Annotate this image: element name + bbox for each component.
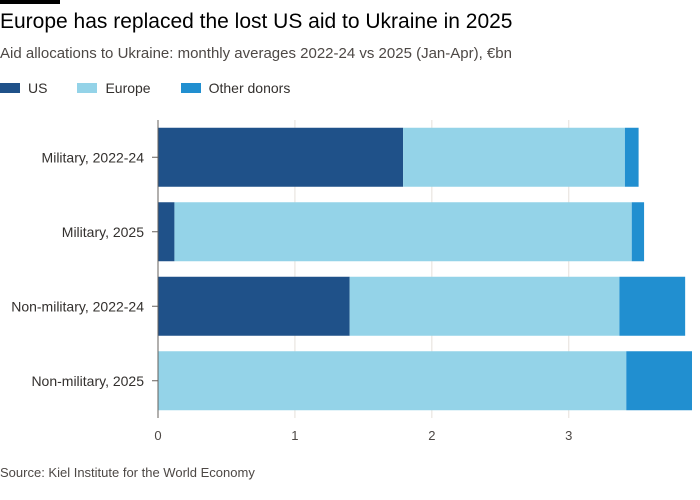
bar-europe-2 xyxy=(349,276,620,336)
bar-europe-1 xyxy=(174,202,632,262)
bar-other-donors-3 xyxy=(626,351,692,411)
legend-label: Europe xyxy=(105,80,151,96)
x-tick-label-1: 1 xyxy=(291,428,298,443)
top-rule xyxy=(0,0,60,4)
bar-us-2 xyxy=(158,276,350,336)
legend-item-us: US xyxy=(0,80,47,96)
y-category-label-3: Non-military, 2025 xyxy=(31,373,144,389)
legend-swatch xyxy=(77,83,98,93)
legend-swatch xyxy=(0,83,20,93)
chart-area: 0 1 2 3 Military, 2022-24 Military, 2025 Non-m… xyxy=(11,120,692,443)
y-category-label-2: Non-military, 2022-24 xyxy=(11,298,144,314)
bar-other-donors-2 xyxy=(619,276,686,336)
chart-subtitle: Aid allocations to Ukraine: monthly aver… xyxy=(0,45,512,62)
chart-title: Europe has replaced the lost US aid to U… xyxy=(0,10,513,33)
bar-europe-3 xyxy=(158,351,627,411)
bar-us-1 xyxy=(158,202,175,262)
bar-us-0 xyxy=(158,127,404,187)
x-tick-label-3: 3 xyxy=(565,428,572,443)
bar-other-donors-0 xyxy=(624,127,639,187)
legend-item-europe: Europe xyxy=(77,80,151,96)
legend-label: US xyxy=(28,80,48,96)
bar-other-donors-1 xyxy=(631,202,645,262)
legend: US Europe Other donors xyxy=(0,79,320,97)
legend-swatch xyxy=(180,83,201,93)
x-tick-label-2: 2 xyxy=(428,428,435,443)
legend-label: Other donors xyxy=(208,80,291,96)
bar-europe-0 xyxy=(403,127,625,187)
y-category-label-1: Military, 2025 xyxy=(62,224,144,240)
y-category-label-0: Military, 2022-24 xyxy=(42,149,145,165)
x-tick-label-0: 0 xyxy=(154,428,161,443)
legend-item-other-donors: Other donors xyxy=(180,80,291,96)
source-note: Source: Kiel Institute for the World Eco… xyxy=(0,465,255,480)
